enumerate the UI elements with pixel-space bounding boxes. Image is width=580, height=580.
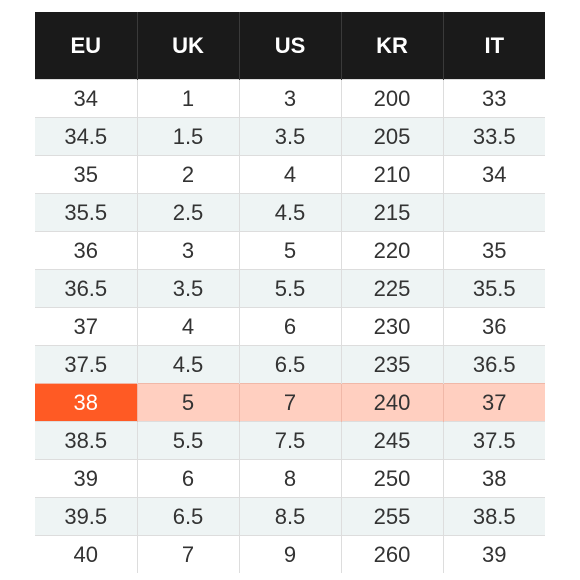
cell-kr: 245 — [340, 421, 443, 460]
cell-uk: 5 — [136, 383, 239, 422]
cell-uk: 1 — [136, 79, 239, 118]
table-body: 34 1 3 200 33 34.5 1.5 3.5 205 33.5 35 2 4 210 34 35.5 2… — [35, 79, 545, 573]
table-row: 34 1 3 200 33 — [35, 79, 545, 118]
cell-uk: 5.5 — [136, 421, 239, 460]
cell-kr: 225 — [340, 269, 443, 308]
cell-eu: 37.5 — [35, 345, 137, 384]
cell-us: 8.5 — [238, 497, 341, 536]
cell-eu: 36 — [35, 231, 137, 270]
cell-eu: 37 — [35, 307, 137, 346]
cell-eu: 35.5 — [35, 193, 137, 232]
cell-us: 4.5 — [238, 193, 341, 232]
cell-kr: 210 — [340, 155, 443, 194]
cell-it: 38 — [442, 459, 545, 498]
table-header-row: EU UK US KR IT — [35, 12, 545, 80]
column-header-kr: KR — [340, 12, 443, 80]
cell-it: 37 — [442, 383, 545, 422]
cell-us: 6.5 — [238, 345, 341, 384]
cell-us: 7.5 — [238, 421, 341, 460]
cell-us: 3.5 — [238, 117, 341, 156]
cell-us: 9 — [238, 535, 341, 573]
table-row: 38.5 5.5 7.5 245 37.5 — [35, 421, 545, 460]
cell-us: 7 — [238, 383, 341, 422]
cell-it — [442, 193, 545, 232]
cell-kr: 235 — [340, 345, 443, 384]
cell-it: 34 — [442, 155, 545, 194]
cell-eu: 36.5 — [35, 269, 137, 308]
cell-us: 5.5 — [238, 269, 341, 308]
table-row: 37 4 6 230 36 — [35, 307, 545, 346]
column-header-it: IT — [442, 12, 545, 80]
cell-it: 35 — [442, 231, 545, 270]
cell-kr: 215 — [340, 193, 443, 232]
cell-it: 36 — [442, 307, 545, 346]
cell-us: 4 — [238, 155, 341, 194]
cell-us: 5 — [238, 231, 341, 270]
cell-eu: 34 — [35, 79, 137, 118]
size-chart-table: EU UK US KR IT 34 1 3 200 33 34.5 1.5 3.5 205 33.5 35 2… — [35, 12, 545, 573]
cell-kr: 220 — [340, 231, 443, 270]
table-row: 37.5 4.5 6.5 235 36.5 — [35, 345, 545, 384]
cell-eu: 40 — [35, 535, 137, 573]
cell-it: 37.5 — [442, 421, 545, 460]
cell-uk: 7 — [136, 535, 239, 573]
cell-kr: 205 — [340, 117, 443, 156]
cell-uk: 3.5 — [136, 269, 239, 308]
cell-eu: 34.5 — [35, 117, 137, 156]
table-row: 40 7 9 260 39 — [35, 535, 545, 573]
cell-it: 38.5 — [442, 497, 545, 536]
cell-it: 33.5 — [442, 117, 545, 156]
table-row-highlighted: 38 5 7 240 37 — [35, 383, 545, 422]
table-row: 39 6 8 250 38 — [35, 459, 545, 498]
cell-uk: 6.5 — [136, 497, 239, 536]
cell-kr: 240 — [340, 383, 443, 422]
cell-it: 35.5 — [442, 269, 545, 308]
table-row: 35 2 4 210 34 — [35, 155, 545, 194]
cell-eu: 39 — [35, 459, 137, 498]
cell-uk: 6 — [136, 459, 239, 498]
cell-it: 39 — [442, 535, 545, 573]
cell-eu: 38.5 — [35, 421, 137, 460]
cell-uk: 3 — [136, 231, 239, 270]
cell-us: 3 — [238, 79, 341, 118]
column-header-us: US — [238, 12, 341, 80]
column-header-uk: UK — [136, 12, 239, 80]
cell-kr: 250 — [340, 459, 443, 498]
cell-uk: 2 — [136, 155, 239, 194]
cell-uk: 4 — [136, 307, 239, 346]
cell-it: 36.5 — [442, 345, 545, 384]
cell-us: 6 — [238, 307, 341, 346]
table-row: 36.5 3.5 5.5 225 35.5 — [35, 269, 545, 308]
cell-kr: 230 — [340, 307, 443, 346]
cell-kr: 260 — [340, 535, 443, 573]
column-header-eu: EU — [35, 12, 137, 80]
table-row: 36 3 5 220 35 — [35, 231, 545, 270]
cell-kr: 200 — [340, 79, 443, 118]
cell-us: 8 — [238, 459, 341, 498]
cell-it: 33 — [442, 79, 545, 118]
cell-eu: 38 — [35, 383, 137, 422]
cell-uk: 2.5 — [136, 193, 239, 232]
table-row: 34.5 1.5 3.5 205 33.5 — [35, 117, 545, 156]
table-row: 39.5 6.5 8.5 255 38.5 — [35, 497, 545, 536]
table-row: 35.5 2.5 4.5 215 — [35, 193, 545, 232]
cell-uk: 4.5 — [136, 345, 239, 384]
cell-kr: 255 — [340, 497, 443, 536]
cell-eu: 39.5 — [35, 497, 137, 536]
cell-uk: 1.5 — [136, 117, 239, 156]
cell-eu: 35 — [35, 155, 137, 194]
